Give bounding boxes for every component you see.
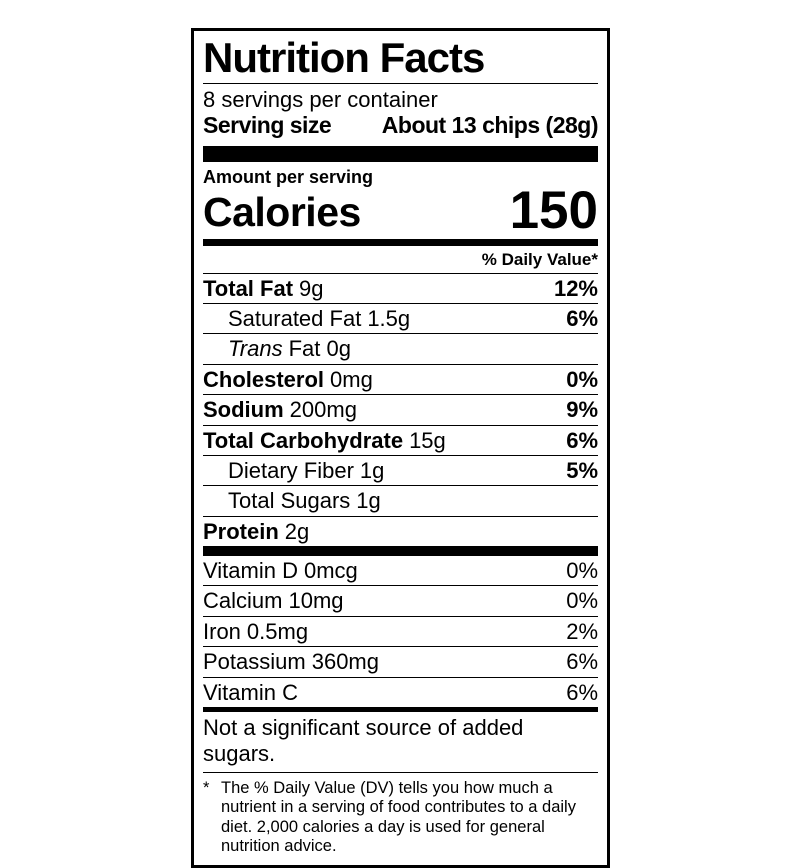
nutrient-row-sodium: Sodium 200mg 9% [203, 394, 598, 424]
nutrient-row-total-fat: Total Fat 9g 12% [203, 272, 598, 303]
calories-value: 150 [509, 180, 598, 240]
nutrient-name: Total Sugars [228, 488, 351, 514]
nutrient-dv: 0% [566, 558, 598, 584]
servings-per-container: 8 servings per container [203, 87, 438, 113]
nutrient-dv: 6% [566, 679, 598, 705]
calories-label: Calories [203, 188, 361, 235]
serving-size-row: Serving size About 13 chips (28g) [203, 112, 599, 139]
nutrient-row-potassium: Potassium 360mg 6% [203, 646, 598, 676]
medium-divider [203, 238, 598, 246]
nutrient-dv: 6% [566, 305, 598, 331]
footnote-text: The % Daily Value (DV) tells you how muc… [221, 778, 576, 856]
nutrient-dv: 6% [566, 427, 598, 453]
nutrient-name: Vitamin D [203, 558, 298, 584]
nutrient-amount: Fat 0g [288, 336, 351, 362]
nutrient-dv: 0% [566, 588, 598, 614]
nutrient-dv: 6% [566, 649, 598, 675]
nutrient-amount: 1.5g [367, 305, 411, 331]
nutrient-dv: 0% [566, 366, 598, 392]
footnote-asterisk: * [203, 778, 210, 797]
nutrient-row-calcium: Calcium 10mg 0% [203, 585, 598, 615]
nutrient-name: Potassium [203, 649, 306, 675]
page-canvas: Nutrition Facts 8 servings per container… [191, 28, 610, 868]
nutrient-amount: 15g [409, 427, 446, 453]
thick-divider [203, 546, 598, 557]
serving-size-value: About 13 chips (28g) [381, 112, 599, 139]
nutrient-dv: 12% [553, 275, 598, 301]
daily-value-header: % Daily Value* [481, 249, 598, 269]
calories-row: Calories 150 [203, 180, 598, 240]
nutrient-row-dietary-fiber: Dietary Fiber 1g 5% [203, 454, 598, 485]
nutrient-dv: 5% [566, 457, 598, 483]
nutrient-name: Iron [203, 618, 241, 644]
label-title: Nutrition Facts [203, 34, 485, 81]
daily-value-footnote: * The % Daily Value (DV) tells you how m… [203, 773, 598, 857]
nutrient-name: Vitamin C [203, 679, 298, 705]
nutrient-row-iron: Iron 0.5mg 2% [203, 615, 598, 646]
nutrient-amount: 0mg [330, 366, 373, 392]
nutrient-row-saturated-fat: Saturated Fat 1.5g 6% [203, 302, 598, 333]
nutrient-name: Cholesterol [203, 366, 325, 392]
nutrient-name: Sodium [203, 397, 284, 423]
nutrient-amount: 1g [356, 488, 381, 514]
nutrient-row-trans-fat: Trans Fat 0g [203, 333, 598, 363]
nutrient-row-vitamin-d: Vitamin D 0mcg 0% [203, 556, 598, 585]
micronutrient-rows: Vitamin D 0mcg 0% Calcium 10mg 0% Iron 0.5m… [203, 556, 598, 707]
medium-divider [203, 707, 598, 713]
nutrient-amount: 200mg [289, 397, 357, 423]
thick-divider [203, 145, 598, 162]
nutrient-name: Total Carbohydrate [203, 427, 404, 453]
nutrient-row-cholesterol: Cholesterol 0mg 0% [203, 363, 598, 394]
nutrient-amount: 1g [359, 457, 385, 483]
nutrient-dv: 2% [566, 618, 598, 644]
nutrient-name: Dietary Fiber [228, 457, 354, 483]
not-significant-note: Not a significant source of added sugars… [203, 712, 598, 773]
nutrient-row-protein: Protein 2g [203, 515, 598, 546]
nutrient-name: Calcium [203, 588, 283, 614]
nutrient-amount: 0.5mg [246, 618, 309, 644]
amount-per-serving-label: Amount per serving [203, 166, 374, 187]
nutrient-amount: 360mg [311, 649, 379, 675]
nutrient-amount: 2g [284, 518, 310, 544]
nutrient-name: Total Fat [203, 275, 294, 301]
nutrient-name: Protein [203, 518, 279, 544]
nutrient-amount: 9g [299, 275, 324, 301]
nutrient-row-total-sugars: Total Sugars 1g [203, 485, 598, 515]
thin-divider [203, 83, 598, 85]
nutrition-facts-label: Nutrition Facts 8 servings per container… [191, 28, 610, 868]
serving-size-label: Serving size [203, 112, 332, 139]
nutrient-name: Trans [228, 336, 283, 362]
nutrient-row-total-carbohydrate: Total Carbohydrate 15g 6% [203, 424, 598, 455]
nutrient-rows: Total Fat 9g 12% Saturated Fat 1.5g 6% Tra… [203, 272, 598, 547]
nutrient-name: Saturated Fat [228, 305, 362, 331]
nutrient-amount: 0mcg [303, 558, 358, 584]
nutrient-dv: 9% [566, 397, 598, 423]
nutrient-row-vitamin-c: Vitamin C 6% [203, 676, 598, 707]
nutrient-amount: 10mg [288, 588, 344, 614]
